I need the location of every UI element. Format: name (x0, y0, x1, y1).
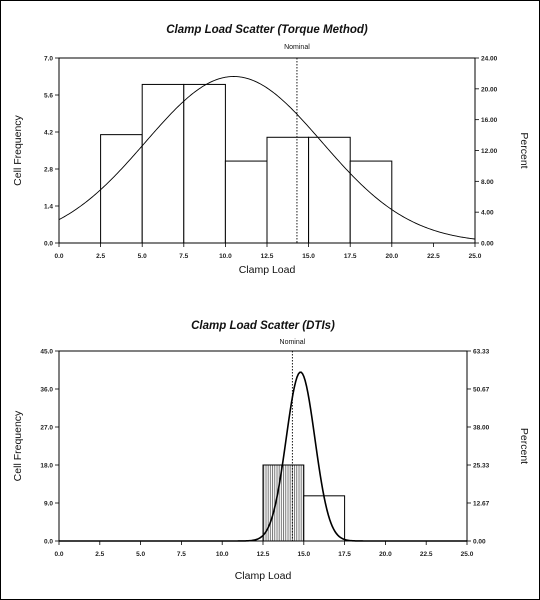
nominal-label: Nominal (280, 339, 306, 346)
y2-axis-label: Percent (518, 132, 530, 168)
x-tick-label: 0.0 (54, 253, 63, 260)
y2-tick-label: 16.00 (481, 117, 498, 124)
y2-tick-label: 0.00 (481, 241, 494, 248)
x-axis-label: Clamp Load (235, 570, 292, 582)
x-tick-label: 17.5 (338, 551, 351, 558)
y-tick-label: 0.0 (44, 241, 53, 248)
histogram-bar (308, 136, 351, 244)
y2-tick-label: 20.00 (481, 86, 498, 93)
x-tick-label: 22.5 (420, 551, 433, 558)
x-tick-label: 25.0 (469, 253, 482, 260)
histogram-bar (141, 83, 185, 244)
y2-axis-label: Percent (518, 428, 530, 464)
y-tick-label: 2.8 (44, 167, 53, 174)
x-axis-label: Clamp Load (239, 264, 296, 276)
histogram-bar (100, 134, 143, 244)
y2-tick-label: 8.00 (481, 179, 494, 186)
nominal-label: Nominal (284, 44, 310, 51)
y-tick-label: 18.0 (40, 463, 53, 470)
y-tick-label: 36.0 (40, 387, 53, 394)
y-tick-label: 4.2 (44, 130, 53, 137)
y-tick-label: 45.0 (40, 349, 53, 356)
y2-tick-label: 24.00 (481, 56, 498, 63)
normal-curve (58, 76, 476, 240)
y2-tick-label: 12.67 (473, 500, 490, 507)
y2-tick-label: 38.00 (473, 424, 490, 431)
chart-2: Clamp Load Scatter (DTIs) Nominal 0.0 2.5 5.… (12, 320, 530, 582)
x-tick-label: 5.0 (138, 253, 147, 260)
y2-tick-label: 50.67 (473, 386, 490, 393)
y2-tick-label: 4.00 (481, 210, 494, 217)
y-tick-label: 27.0 (40, 425, 53, 432)
y-tick-label: 0.0 (44, 539, 53, 546)
x-tick-label: 12.5 (257, 551, 270, 558)
x-tick-label: 2.5 (95, 551, 104, 558)
x-tick-label: 20.0 (379, 551, 392, 558)
y-tick-label: 9.0 (44, 501, 53, 508)
y2-tick-label: 63.33 (473, 349, 490, 356)
y2-tick-label: 0.00 (473, 539, 486, 546)
x-tick-label: 20.0 (385, 253, 398, 260)
y-axis-label: Cell Frequency (12, 114, 24, 185)
histogram-bar (303, 495, 346, 542)
x-tick-label: 7.5 (177, 551, 186, 558)
y-tick-label: 7.0 (44, 56, 53, 63)
x-tick-label: 5.0 (136, 551, 145, 558)
x-tick-label: 15.0 (297, 551, 310, 558)
x-tick-label: 25.0 (461, 551, 474, 558)
histogram-bar (224, 160, 268, 244)
histogram-bar (262, 464, 305, 542)
x-tick-label: 17.5 (344, 253, 357, 260)
x-tick-label: 7.5 (179, 253, 188, 260)
x-tick-label: 10.0 (216, 551, 229, 558)
y2-tick-label: 12.00 (481, 148, 498, 155)
chart-title: Clamp Load Scatter (DTIs) (191, 320, 335, 332)
histogram-bar (266, 136, 310, 244)
histogram-bar (183, 83, 226, 244)
x-tick-label: 15.0 (302, 253, 315, 260)
x-tick-label: 10.0 (219, 253, 232, 260)
x-tick-label: 0.0 (54, 551, 63, 558)
chart-1: Clamp Load Scatter (Torque Method) Nomina… (12, 24, 530, 276)
y2-tick-label: 25.33 (473, 463, 490, 470)
histogram-bar (349, 160, 393, 244)
x-tick-label: 12.5 (261, 253, 274, 260)
x-tick-label: 22.5 (427, 253, 440, 260)
chart-title: Clamp Load Scatter (Torque Method) (166, 24, 368, 36)
y-axis-label: Cell Frequency (12, 410, 24, 481)
y-tick-label: 1.4 (44, 204, 53, 211)
y-tick-label: 5.6 (44, 93, 53, 100)
normal-curve (59, 371, 467, 542)
x-tick-label: 2.5 (96, 253, 105, 260)
